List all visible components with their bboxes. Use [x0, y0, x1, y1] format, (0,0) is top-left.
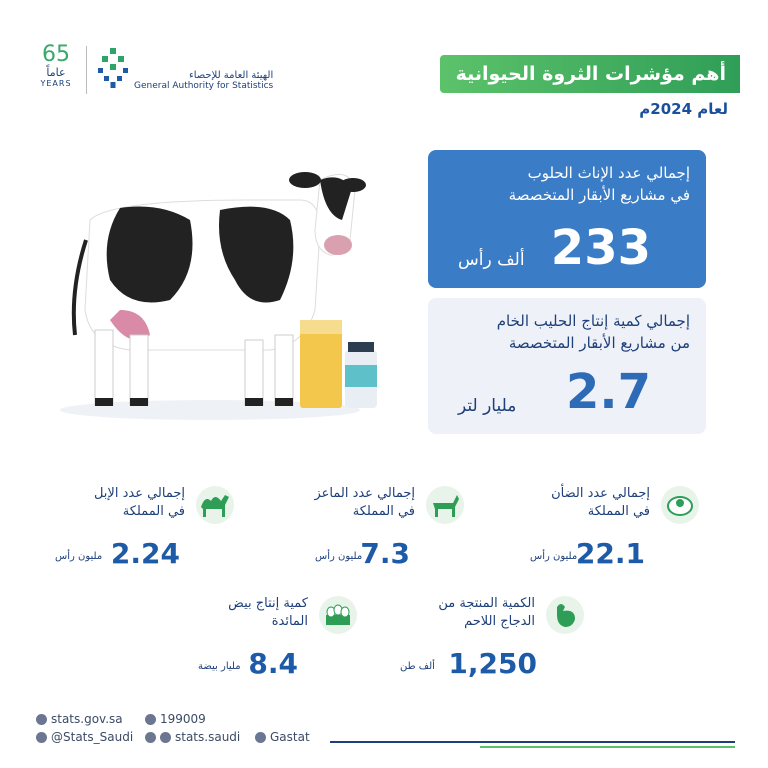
- stat-value: 2.24: [110, 537, 180, 570]
- years-number: 65: [42, 42, 70, 67]
- icon: [145, 731, 156, 743]
- card-unit: مليار لتر: [458, 396, 517, 416]
- stat-line: إجمالي عدد الإبل: [93, 486, 185, 501]
- icon: [145, 713, 156, 725]
- divider: [86, 46, 87, 94]
- stat-line: إجمالي عدد الضأن: [551, 486, 650, 501]
- twitter[interactable]: @Stats_Saudi: [51, 730, 134, 744]
- stat-value: 22.1: [575, 537, 645, 570]
- icon: [36, 731, 47, 743]
- phone: 199009: [160, 712, 206, 726]
- stat-unit: مليون رأس: [315, 551, 363, 562]
- stat-value: 1,250: [448, 647, 537, 680]
- stat-line: كمية إنتاج بيض: [228, 596, 308, 611]
- footer-website: stats.gov.sa: [36, 712, 123, 726]
- stat-unit: مليون رأس: [530, 551, 578, 562]
- goat-icon: [426, 486, 464, 524]
- linkedin[interactable]: Gastat: [270, 730, 310, 744]
- stat-sheep: إجمالي عدد الضأن في المملكة 22.1 مليون ر…: [520, 485, 700, 575]
- footer-social: stats.saudi: [145, 730, 240, 744]
- camel-icon: [196, 486, 234, 524]
- eggs-icon: [319, 596, 357, 634]
- footer-line: [480, 746, 735, 748]
- card-unit: ألف رأس: [458, 250, 525, 270]
- stat-value: 8.4: [248, 647, 298, 680]
- sheep-icon: [661, 486, 699, 524]
- icon: [255, 731, 266, 743]
- icon: [36, 713, 47, 725]
- card-line: من مشاريع الأبقار المتخصصة: [508, 334, 690, 352]
- footer-phone: 199009: [145, 712, 206, 726]
- stat-line: في المملكة: [122, 504, 185, 519]
- stat-value: 7.3: [360, 537, 410, 570]
- org-name-en: General Authority for Statistics: [134, 81, 274, 91]
- logo-text: الهيئة العامة للإحصاء General Authority …: [134, 70, 273, 91]
- stat-line: الدجاج اللاحم: [464, 614, 535, 629]
- years-ar: عاماً: [46, 66, 66, 79]
- stat-broilers: الكمية المنتجة من الدجاج اللاحم 1,250 أل…: [400, 595, 585, 685]
- card-value: 233: [550, 220, 651, 276]
- stat-line: في المملكة: [352, 504, 415, 519]
- years-en: YEARS: [40, 79, 72, 88]
- logo-years: 65 عاماً YEARS: [32, 42, 80, 89]
- stat-unit: ألف طن: [400, 661, 435, 672]
- footer-line: [330, 741, 735, 743]
- stat-line: في المملكة: [587, 504, 650, 519]
- icon: [160, 731, 171, 743]
- website[interactable]: stats.gov.sa: [51, 712, 123, 726]
- stat-unit: مليار بيضة: [198, 661, 241, 672]
- card-line: إجمالي عدد الإناث الحلوب: [527, 164, 690, 182]
- social[interactable]: stats.saudi: [175, 730, 241, 744]
- card-milk: إجمالي كمية إنتاج الحليب الخام من مشاريع…: [428, 298, 706, 434]
- footer-twitter: @Stats_Saudi: [36, 730, 133, 744]
- stat-line: المائدة: [271, 614, 308, 629]
- stat-line: الكمية المنتجة من: [438, 596, 535, 611]
- stat-line: إجمالي عدد الماعز: [314, 486, 415, 501]
- card-value: 2.7: [565, 364, 651, 420]
- org-name-ar: الهيئة العامة للإحصاء: [189, 70, 274, 81]
- stat-goats: إجمالي عدد الماعز في المملكة 7.3 مليون ر…: [285, 485, 465, 575]
- stat-unit: مليون رأس: [55, 551, 103, 562]
- subtitle: لعام 2024م: [639, 100, 728, 118]
- cow-illustration: [60, 172, 377, 420]
- logo-mark: [98, 48, 128, 88]
- stat-eggs: كمية إنتاج بيض المائدة 8.4 مليار بيضة: [178, 595, 358, 685]
- title-banner: أهم مؤشرات الثروة الحيوانية: [440, 55, 740, 93]
- card-line: في مشاريع الأبقار المتخصصة: [508, 186, 690, 204]
- footer-linkedin: Gastat: [255, 730, 310, 744]
- stat-camels: إجمالي عدد الإبل في المملكة 2.24 مليون ر…: [55, 485, 235, 575]
- card-dairy-cows: إجمالي عدد الإناث الحلوب في مشاريع الأبق…: [428, 150, 706, 288]
- chicken-icon: [546, 596, 584, 634]
- card-line: إجمالي كمية إنتاج الحليب الخام: [496, 312, 690, 330]
